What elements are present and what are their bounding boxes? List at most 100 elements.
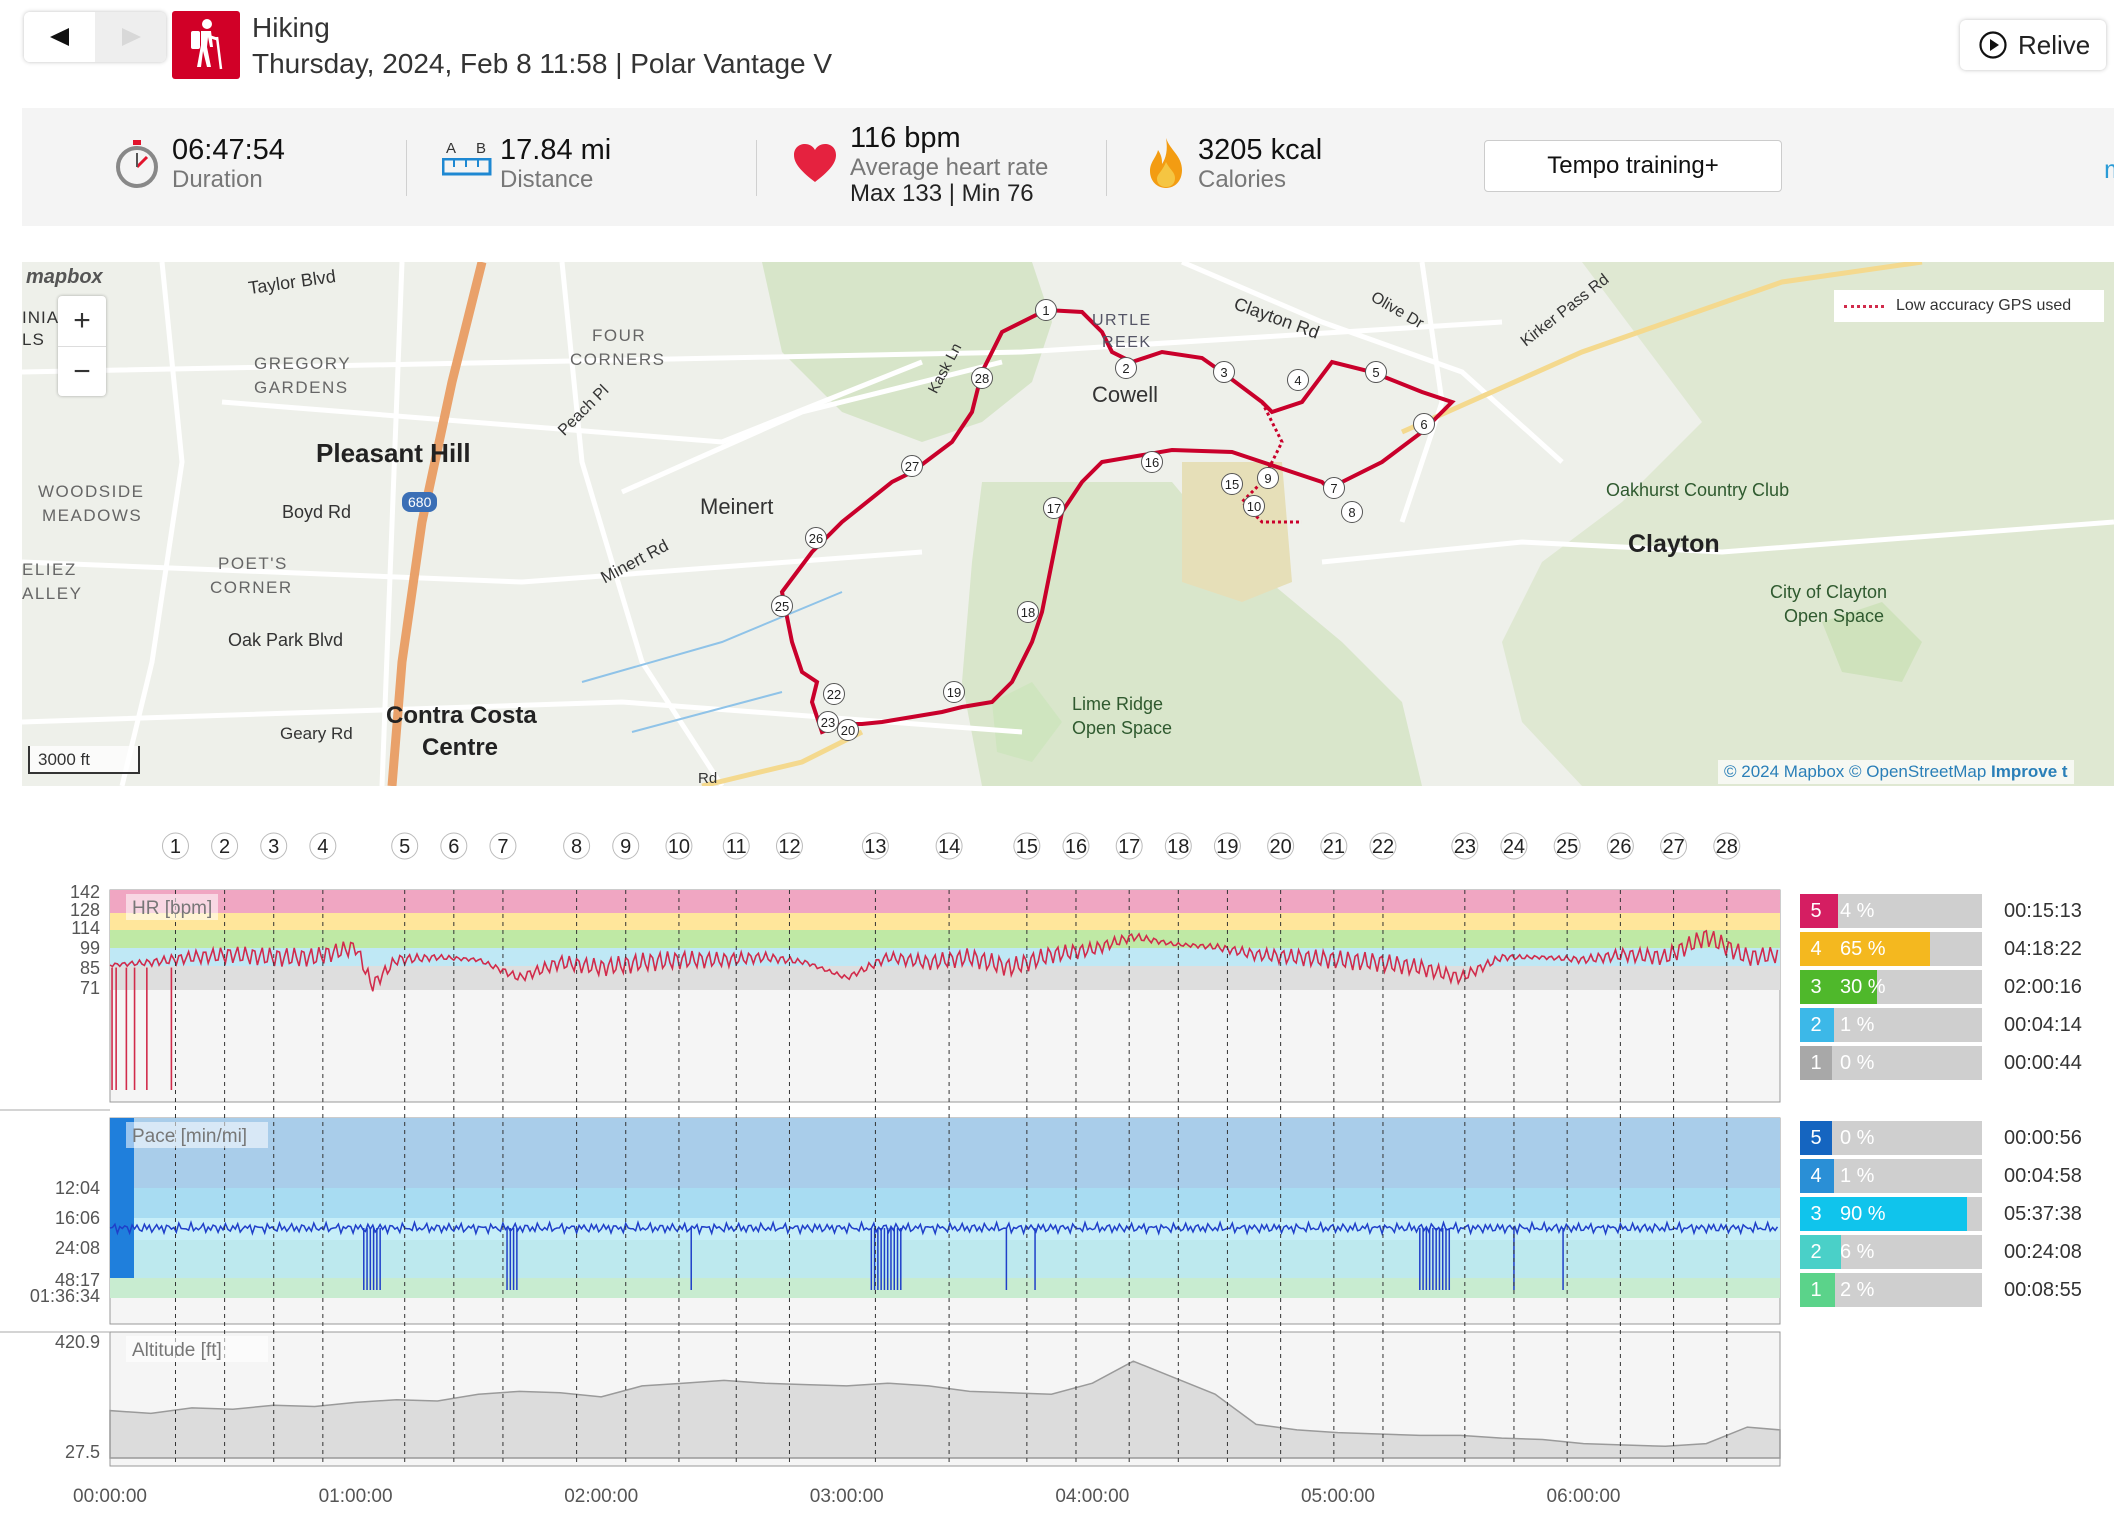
lap-label: 19 (1216, 836, 1238, 858)
lap-label: 27 (1662, 836, 1684, 858)
map-label-cowell: Cowell (1092, 382, 1159, 407)
route-marker-27[interactable]: 27 (901, 455, 923, 477)
x-tick-label: 01:00:00 (319, 1486, 393, 1507)
route-marker-22[interactable]: 22 (823, 683, 845, 705)
zone-bar-fill (1832, 1159, 1834, 1193)
zone-bar: 0 % (1832, 1046, 1982, 1080)
training-benefit-button[interactable]: Tempo training+ (1484, 140, 1782, 192)
map-label-contra-costa: Contra Costa (386, 702, 537, 729)
map-label-woodside: WOODSIDE (38, 482, 145, 501)
zone-row: 1 0 % 00:00:44 (1800, 1046, 2100, 1080)
hr-zone-band (110, 930, 1780, 948)
route-line (779, 307, 1456, 735)
route-marker-10[interactable]: 10 (1243, 495, 1265, 517)
park-area (1182, 462, 1292, 602)
route-marker-15[interactable]: 15 (1221, 473, 1243, 495)
map-label-meinert: Meinert (700, 494, 774, 519)
relive-label: Relive (2018, 29, 2091, 60)
route-marker-28[interactable]: 28 (971, 367, 993, 389)
low-accuracy-route (1239, 401, 1302, 524)
next-workout-button[interactable] (95, 12, 166, 62)
zone-bar: 6 % (1832, 1235, 1982, 1269)
lap-badge (1451, 832, 1479, 860)
map-label-lime-ridge: Lime Ridge (1072, 694, 1164, 714)
lap-label: 13 (864, 836, 886, 858)
chart-title-bg (126, 1122, 268, 1148)
attribution-osm[interactable]: © OpenStreetMap (1849, 762, 1987, 781)
map-label-pleasant-hill: Pleasant Hill (316, 438, 471, 468)
lap-label: 3 (268, 836, 279, 858)
x-tick-label: 03:00:00 (810, 1486, 884, 1507)
route-marker-3[interactable]: 3 (1213, 361, 1235, 383)
zone-time: 00:04:14 (2004, 1014, 2082, 1036)
triangle-right-icon (121, 28, 141, 46)
route-marker-17[interactable]: 17 (1043, 497, 1065, 519)
divider (1106, 140, 1107, 196)
map-scale: 3000 ft (28, 746, 140, 774)
zone-row: 5 0 % 00:00:56 (1800, 1121, 2100, 1155)
zone-number: 4 (1800, 932, 1832, 966)
altitude-area (109, 1360, 1781, 1459)
route-marker-20[interactable]: 20 (837, 719, 859, 741)
lap-label: 10 (668, 836, 690, 858)
map-label-centre: Centre (422, 734, 499, 761)
map-label-corner: CORNER (210, 578, 293, 597)
route-marker-6[interactable]: 6 (1413, 413, 1435, 435)
mapbox-logo: mapbox (26, 266, 103, 288)
route-marker-26[interactable]: 26 (805, 527, 827, 549)
zone-percent: 65 % (1840, 938, 1886, 960)
lap-badge (1267, 832, 1295, 860)
map-label-gardens: GARDENS (254, 378, 349, 397)
zone-percent: 1 % (1840, 1014, 1875, 1036)
lap-label: 17 (1118, 836, 1140, 858)
route-map[interactable]: mapbox + − Low accuracy GPS used Taylor … (22, 262, 2114, 786)
x-tick-label: 00:00:00 (73, 1486, 147, 1507)
hr-y-tick: 85 (80, 958, 100, 978)
attribution-mapbox[interactable]: © 2024 Mapbox (1724, 762, 1845, 781)
route-marker-1[interactable]: 1 (1035, 299, 1057, 321)
route-marker-25[interactable]: 25 (771, 595, 793, 617)
x-tick-label: 04:00:00 (1055, 1486, 1129, 1507)
pace-series-line (109, 1219, 1779, 1237)
lap-badge (1369, 832, 1397, 860)
map-label-inia: INIA (22, 308, 60, 327)
previous-workout-button[interactable] (24, 12, 95, 62)
summary-bar: 06:47:54 Duration A B 17.84 mi Distance … (22, 108, 2114, 226)
more-link[interactable]: mo (2104, 154, 2114, 185)
lap-label: 16 (1065, 836, 1087, 858)
calories-stat: 3205 kcal Calories (1146, 108, 1446, 226)
pace-zone-band (110, 1278, 1780, 1298)
zone-number: 1 (1800, 1273, 1832, 1307)
map-label-oakhurst: Oakhurst Country Club (1606, 480, 1790, 500)
stopwatch-icon (116, 140, 158, 188)
lap-badge (211, 832, 239, 860)
lap-badge (775, 832, 803, 860)
duration-value: 06:47:54 (172, 134, 285, 166)
route-marker-8[interactable]: 8 (1341, 501, 1363, 523)
route-marker-23[interactable]: 23 (817, 711, 839, 733)
zoom-in-button[interactable]: + (73, 304, 91, 337)
hr-chart-title: HR [bpm] (132, 898, 212, 919)
route-marker-19[interactable]: 19 (943, 681, 965, 703)
zone-bar: 30 % (1832, 970, 1982, 1004)
attribution-improve[interactable]: Improve t (1991, 762, 2068, 781)
lap-label: 20 (1270, 836, 1292, 858)
route-marker-4[interactable]: 4 (1287, 369, 1309, 391)
calories-label: Calories (1198, 166, 1287, 193)
relive-button[interactable]: Relive (1960, 20, 2106, 70)
zone-percent: 0 % (1840, 1127, 1875, 1149)
golf-area (992, 682, 1062, 762)
lap-label: 21 (1323, 836, 1345, 858)
zoom-out-button[interactable]: − (58, 346, 106, 396)
route-marker-16[interactable]: 16 (1141, 451, 1163, 473)
route-marker-18[interactable]: 18 (1017, 601, 1039, 623)
route-marker-9[interactable]: 9 (1257, 467, 1279, 489)
route-marker-2[interactable]: 2 (1115, 357, 1137, 379)
highways (701, 262, 1923, 786)
route-marker-5[interactable]: 5 (1365, 361, 1387, 383)
lap-badge (489, 832, 517, 860)
route-marker-7[interactable]: 7 (1323, 477, 1345, 499)
zone-percent: 1 % (1840, 1165, 1875, 1187)
distance-icon-a: A (446, 140, 457, 157)
distance-stat: A B 17.84 mi Distance (430, 108, 690, 226)
